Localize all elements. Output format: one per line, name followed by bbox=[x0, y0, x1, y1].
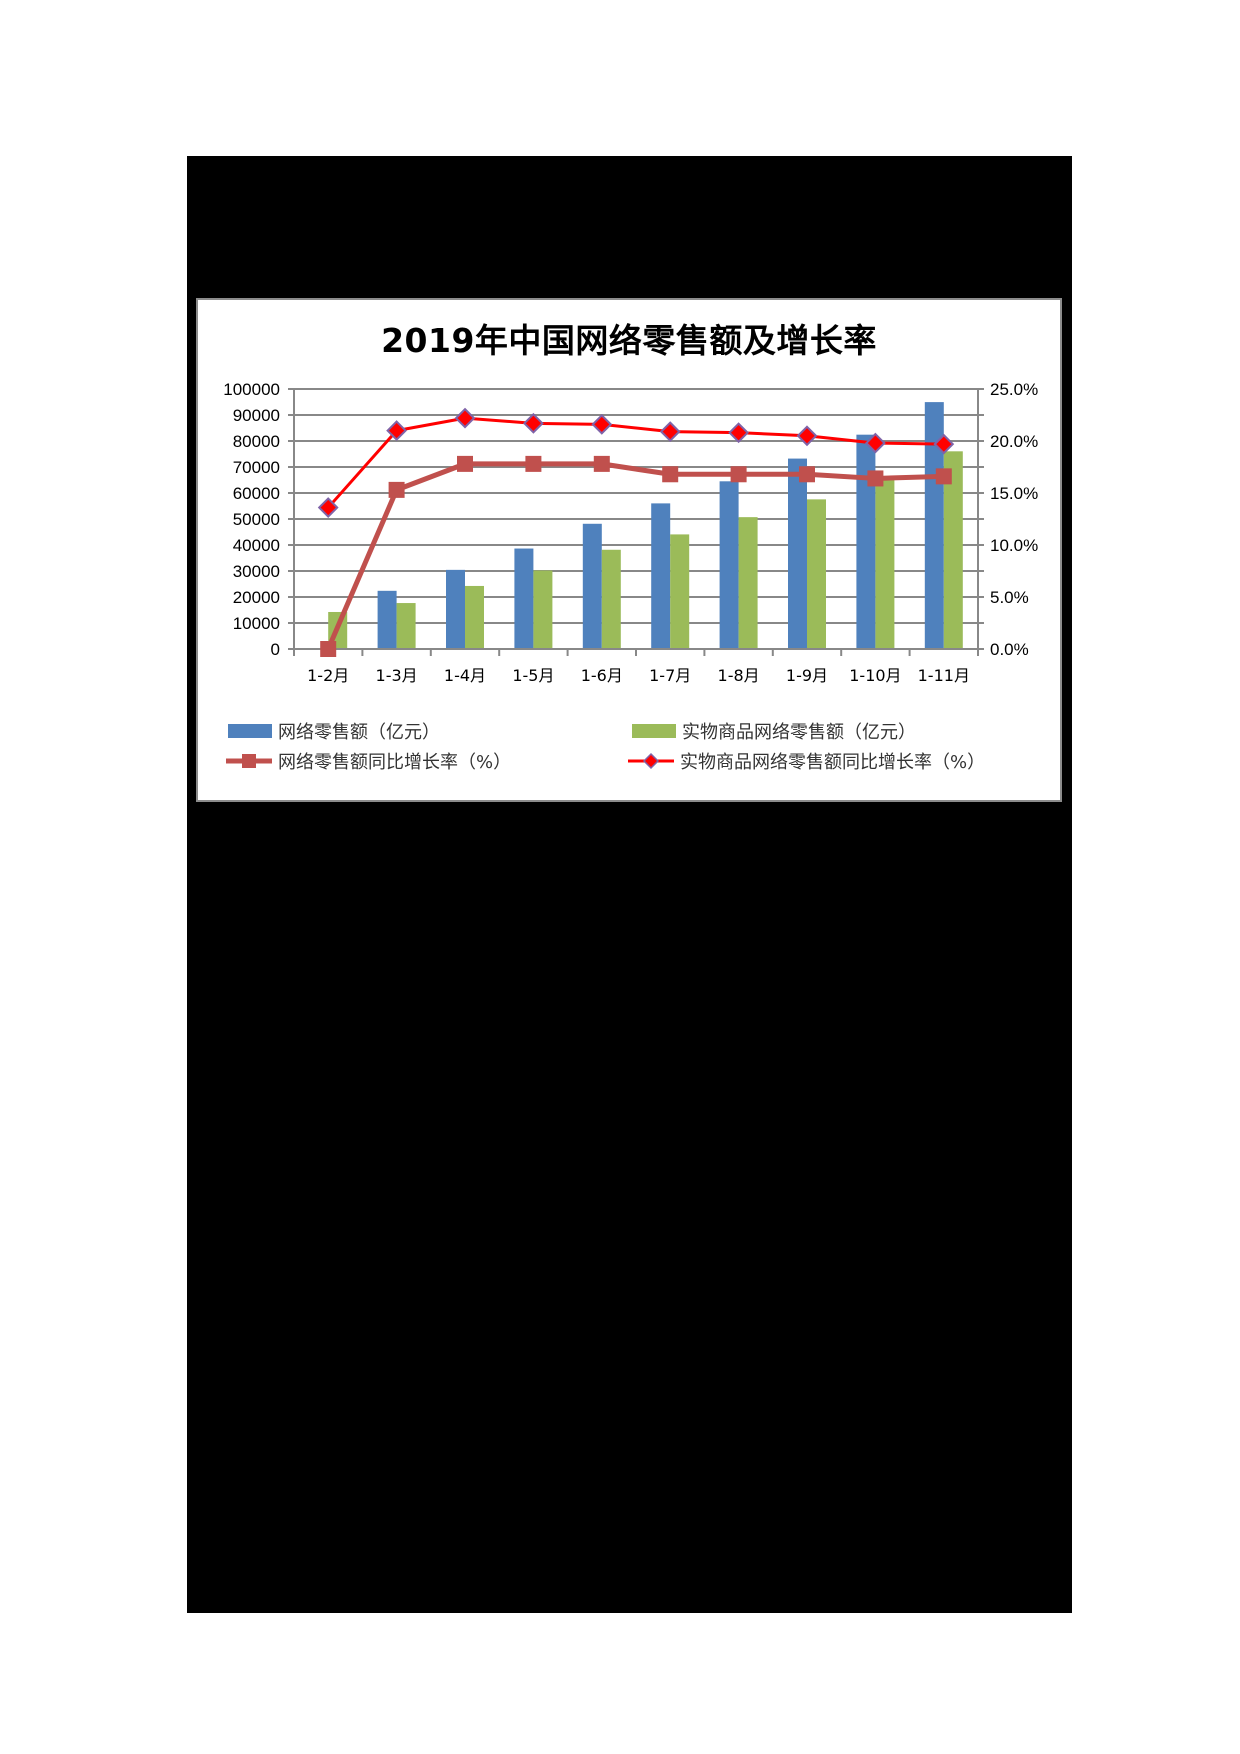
square-marker-icon bbox=[935, 468, 952, 485]
bar bbox=[719, 481, 739, 649]
diamond-marker-icon bbox=[864, 432, 886, 454]
square-marker-icon bbox=[593, 455, 610, 472]
blue-bar-swatch-icon bbox=[228, 724, 272, 738]
bar bbox=[514, 548, 534, 649]
y2-axis-tick-label: 25.0% bbox=[990, 380, 1038, 399]
bar bbox=[396, 603, 416, 649]
diamond-marker-icon bbox=[522, 412, 544, 434]
legend-label: 网络零售额（亿元） bbox=[278, 722, 440, 743]
y-axis-tick-label: 40000 bbox=[233, 536, 280, 555]
diamond-marker-icon bbox=[386, 420, 408, 442]
bar bbox=[465, 585, 484, 649]
bar bbox=[533, 570, 553, 649]
square-marker-icon bbox=[525, 455, 542, 472]
square-marker-line-icon bbox=[226, 752, 272, 770]
axes bbox=[293, 389, 979, 656]
y-axis-tick-label: 60000 bbox=[233, 484, 280, 503]
bar bbox=[377, 590, 397, 649]
y-axis-tick-label: 80000 bbox=[233, 432, 280, 451]
y-axis-tick-label: 0 bbox=[271, 640, 280, 659]
bar bbox=[651, 503, 671, 649]
y-axis-tick-label: 90000 bbox=[233, 406, 280, 425]
square-marker-icon bbox=[662, 466, 679, 483]
x-axis-category-label: 1-11月 bbox=[918, 666, 970, 685]
legend-label: 网络零售额同比增长率（%） bbox=[278, 752, 512, 773]
diamond-marker-icon bbox=[933, 433, 955, 455]
square-marker-icon bbox=[320, 641, 337, 657]
diamond-marker-icon bbox=[659, 421, 681, 443]
x-axis-category-label: 1-9月 bbox=[786, 666, 828, 685]
bar-series bbox=[328, 402, 963, 649]
y-axis-tick-label: 10000 bbox=[233, 614, 280, 633]
x-axis-category-label: 1-3月 bbox=[376, 666, 418, 685]
legend-item-online-retail-growth: 网络零售额同比增长率（%） bbox=[226, 748, 511, 774]
y-axis-tick-label: 20000 bbox=[233, 588, 280, 607]
x-axis-category-label: 1-2月 bbox=[307, 666, 349, 685]
y-axis-tick-label: 50000 bbox=[233, 510, 280, 529]
y-axis-tick-label: 30000 bbox=[233, 562, 280, 581]
chart-title: 2019年中国网络零售额及增长率 bbox=[381, 321, 877, 360]
diamond-marker-icon bbox=[317, 497, 339, 518]
bar bbox=[807, 499, 826, 649]
square-marker-icon bbox=[867, 470, 884, 487]
bar bbox=[875, 479, 895, 649]
y2-axis-tick-label: 5.0% bbox=[990, 588, 1029, 607]
square-marker-icon bbox=[799, 466, 815, 483]
bar bbox=[582, 523, 602, 649]
diamond-marker-icon bbox=[591, 413, 613, 435]
diamond-marker-icon bbox=[796, 425, 818, 447]
x-axis-category-label: 1-10月 bbox=[849, 666, 901, 685]
green-bar-swatch-icon bbox=[632, 724, 676, 738]
square-marker-icon bbox=[730, 466, 747, 483]
y2-axis-tick-label: 15.0% bbox=[990, 484, 1038, 503]
x-axis-category-label: 1-4月 bbox=[444, 666, 486, 685]
y2-axis-tick-label: 10.0% bbox=[990, 536, 1038, 555]
legend-label: 实物商品网络零售额同比增长率（%） bbox=[680, 752, 986, 773]
chart-container: 2019年中国网络零售额及增长率 bbox=[196, 298, 1062, 802]
axis-labels: 0 10000 20000 30000 40000 50000 60000 70000 8000… bbox=[223, 380, 1038, 685]
x-axis-category-label: 1-5月 bbox=[512, 666, 554, 685]
y2-axis-tick-label: 20.0% bbox=[990, 432, 1038, 451]
legend-item-online-retail: 网络零售额（亿元） bbox=[228, 718, 440, 744]
square-marker-icon bbox=[388, 481, 405, 498]
diamond-marker-icon bbox=[728, 422, 750, 444]
bar bbox=[601, 549, 621, 649]
diamond-marker-line-icon bbox=[628, 752, 674, 770]
series-line bbox=[325, 461, 944, 650]
bar bbox=[856, 434, 876, 649]
legend-label: 实物商品网络零售额（亿元） bbox=[682, 722, 916, 743]
bar bbox=[446, 569, 465, 649]
square-marker-icon bbox=[457, 455, 473, 472]
bar bbox=[943, 451, 963, 649]
x-axis-category-label: 1-8月 bbox=[718, 666, 760, 685]
y-axis-tick-label: 100000 bbox=[223, 380, 280, 399]
line-series bbox=[317, 407, 955, 657]
diamond-marker-icon bbox=[454, 407, 476, 429]
bar bbox=[670, 534, 690, 649]
legend-item-physical-goods-growth: 实物商品网络零售额同比增长率（%） bbox=[628, 748, 985, 774]
series-line bbox=[327, 416, 944, 509]
legend-item-physical-goods: 实物商品网络零售额（亿元） bbox=[632, 718, 916, 744]
bar bbox=[788, 458, 807, 649]
bar bbox=[924, 402, 944, 649]
x-axis-category-label: 1-6月 bbox=[581, 666, 623, 685]
y-axis-tick-label: 70000 bbox=[233, 458, 280, 477]
x-axis-category-label: 1-7月 bbox=[649, 666, 691, 685]
bar bbox=[738, 517, 758, 649]
y2-axis-tick-label: 0.0% bbox=[990, 640, 1029, 659]
